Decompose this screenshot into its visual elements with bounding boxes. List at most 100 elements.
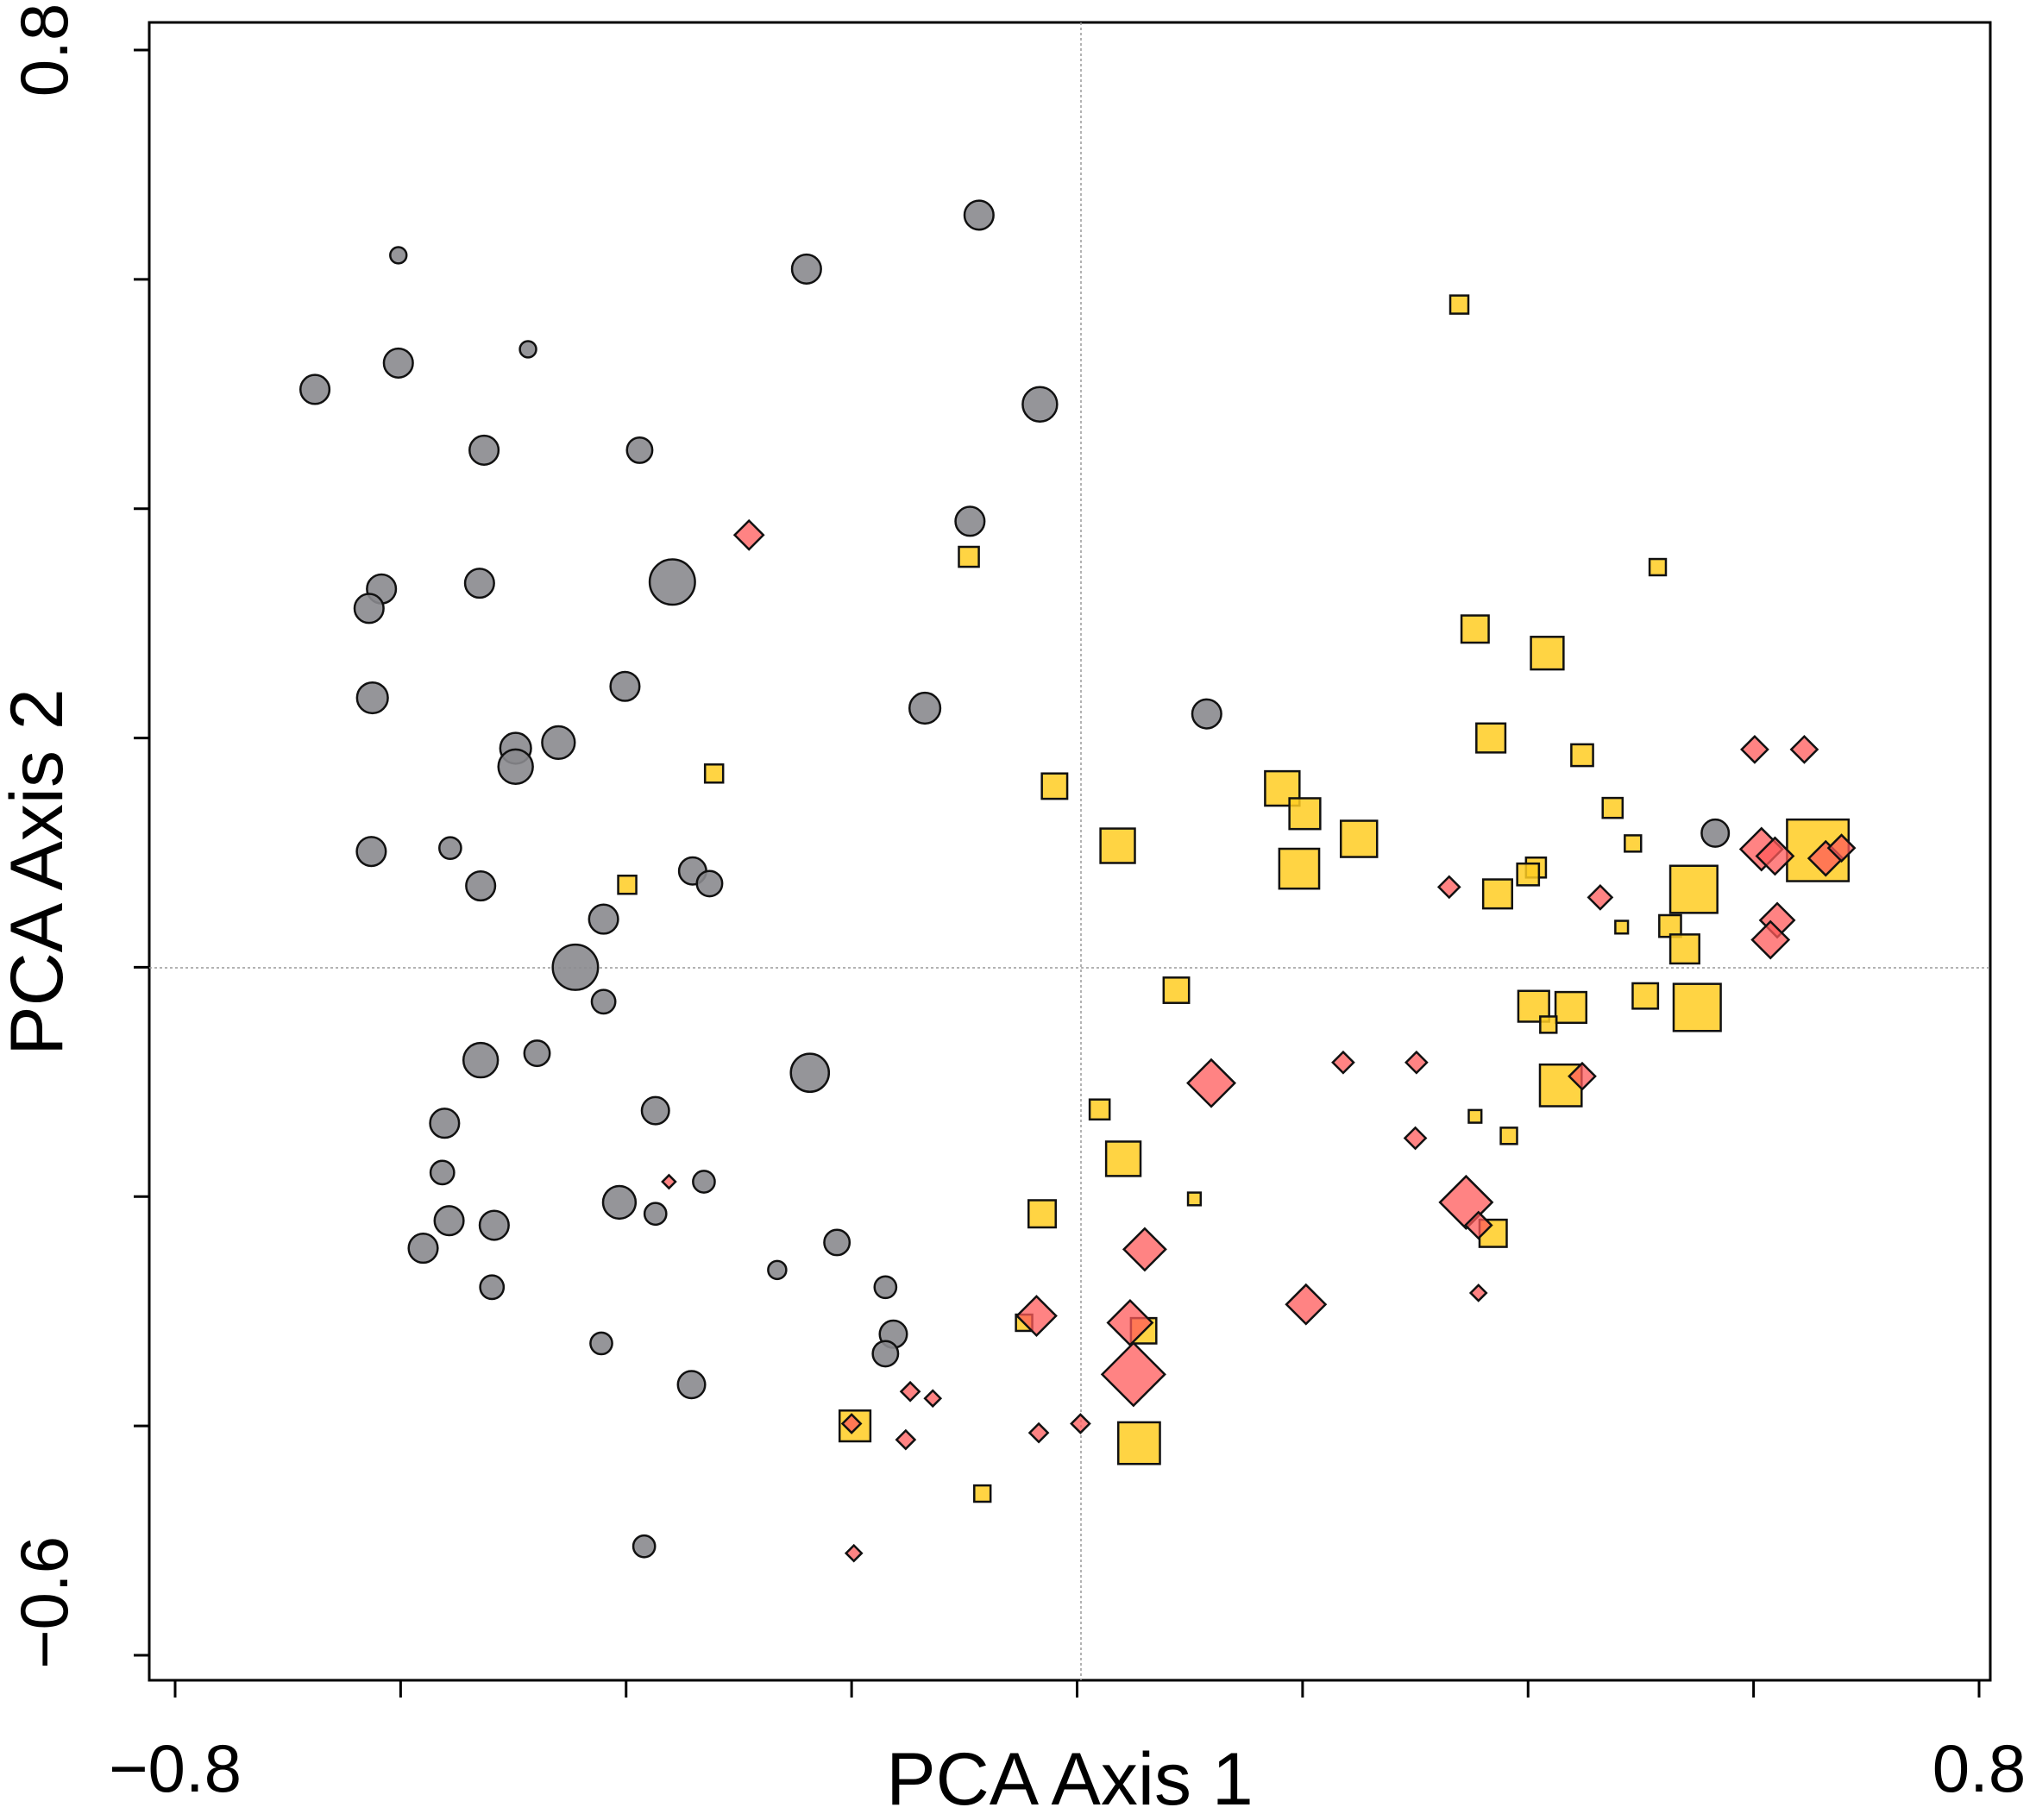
red-diamond-point xyxy=(844,1543,864,1563)
grey-circle-point xyxy=(692,1170,716,1194)
yellow-square-point xyxy=(1554,990,1588,1025)
x-tick-label-max: 0.8 xyxy=(1932,1730,2026,1806)
yellow-square-point xyxy=(1027,1199,1057,1229)
grey-circle-point xyxy=(588,903,619,935)
yellow-square-point xyxy=(958,545,980,568)
red-diamond-point xyxy=(1740,734,1769,764)
red-diamond-point xyxy=(1186,1057,1237,1108)
grey-circle-point xyxy=(438,836,462,861)
yellow-square-point xyxy=(1648,557,1668,577)
red-diamond-point xyxy=(1404,1050,1429,1075)
yellow-square-point xyxy=(1668,933,1700,965)
yellow-square-point xyxy=(1104,1140,1142,1177)
grey-circle-point xyxy=(590,988,617,1015)
y-tick-label-min: −0.6 xyxy=(6,1536,82,1669)
grey-circle-point xyxy=(429,1159,456,1186)
yellow-square-point xyxy=(1530,636,1565,671)
grey-circle-point xyxy=(871,1340,900,1368)
red-diamond-point xyxy=(1750,919,1791,960)
yellow-square-point xyxy=(1672,982,1722,1032)
yellow-square-point xyxy=(1658,913,1682,938)
yellow-square-point xyxy=(1631,982,1660,1010)
grey-circle-point xyxy=(523,1039,551,1068)
grey-circle-point xyxy=(497,748,534,786)
red-diamond-point xyxy=(840,1413,863,1434)
grey-circle-point xyxy=(640,1095,670,1126)
red-diamond-point xyxy=(1789,734,1819,764)
red-diamond-point xyxy=(895,1428,917,1451)
y-tick-label-max: 0.8 xyxy=(6,3,82,97)
red-diamond-point xyxy=(1826,833,1857,863)
grey-circle-point xyxy=(541,725,576,761)
grey-circle-point xyxy=(632,1534,657,1559)
red-diamond-point xyxy=(1122,1227,1167,1272)
grey-circle-point xyxy=(462,1041,500,1079)
red-diamond-point xyxy=(1436,875,1461,900)
grey-circle-point xyxy=(382,347,414,379)
grey-circle-point xyxy=(767,1259,788,1281)
grey-circle-point xyxy=(789,1052,831,1094)
red-diamond-point xyxy=(1331,1050,1355,1075)
yellow-square-point xyxy=(703,763,725,784)
yellow-square-point xyxy=(1499,1127,1518,1145)
grey-circle-point xyxy=(433,1205,465,1237)
grey-circle-point xyxy=(648,558,696,606)
red-diamond-point xyxy=(1587,883,1614,911)
x-axis-title: PCA Axis 1 xyxy=(886,1738,1253,1820)
yellow-square-point xyxy=(1088,1098,1111,1121)
yellow-square-point xyxy=(1475,722,1507,754)
grey-circle-point xyxy=(389,246,408,265)
red-diamond-point xyxy=(1027,1421,1050,1444)
yellow-square-point xyxy=(1040,772,1069,800)
yellow-square-point xyxy=(1601,796,1624,819)
red-diamond-point xyxy=(1070,1413,1091,1434)
grey-circle-point xyxy=(908,691,942,725)
data-points xyxy=(299,199,1857,1563)
grey-circle-point xyxy=(478,1209,510,1241)
grey-circle-point xyxy=(518,340,537,359)
grey-circle-point xyxy=(407,1233,439,1265)
x-tick-label-min: −0.8 xyxy=(109,1730,242,1806)
plot-frame xyxy=(148,21,1992,1682)
grey-circle-point xyxy=(299,373,331,405)
grey-circle-point xyxy=(468,434,500,466)
yellow-square-point xyxy=(1116,1421,1161,1465)
yellow-square-point xyxy=(1614,919,1630,935)
grey-circle-point xyxy=(465,869,497,902)
grey-circle-point xyxy=(609,670,641,702)
grey-circle-point xyxy=(643,1202,668,1227)
red-diamond-point xyxy=(1463,1210,1493,1240)
grey-circle-point xyxy=(353,593,385,624)
yellow-square-point xyxy=(1099,827,1136,864)
grey-circle-point xyxy=(355,681,389,715)
red-diamond-point xyxy=(1568,1061,1597,1091)
yellow-square-point xyxy=(1162,976,1191,1004)
y-axis-ticks xyxy=(134,48,149,1657)
grey-circle-point xyxy=(551,943,600,991)
grey-circle-point xyxy=(463,568,495,599)
red-diamond-point xyxy=(1403,1126,1428,1151)
grey-circle-point xyxy=(429,1108,461,1139)
yellow-square-point xyxy=(1570,743,1594,768)
red-diamond-point xyxy=(1285,1283,1328,1326)
grey-circle-point xyxy=(954,505,986,537)
y-axis-title: PCA Axis 2 xyxy=(0,688,79,1055)
yellow-square-point xyxy=(1460,614,1490,644)
grey-circle-point xyxy=(589,1331,613,1356)
grey-circle-point xyxy=(601,1184,638,1221)
red-diamond-point xyxy=(899,1380,921,1403)
yellow-square-point xyxy=(617,874,638,895)
grey-circle-point xyxy=(1191,698,1222,730)
yellow-square-point xyxy=(1448,294,1470,315)
yellow-square-point xyxy=(1481,878,1514,910)
grey-circle-point xyxy=(963,199,995,231)
grey-circle-point xyxy=(676,1370,707,1400)
grey-circle-point xyxy=(1021,386,1059,423)
red-diamond-point xyxy=(1015,1295,1058,1337)
yellow-square-point xyxy=(1516,862,1541,887)
red-diamond-point xyxy=(661,1173,677,1190)
grey-circle-point xyxy=(1700,818,1731,848)
grey-circle-point xyxy=(479,1274,506,1301)
yellow-square-point xyxy=(1288,797,1322,831)
